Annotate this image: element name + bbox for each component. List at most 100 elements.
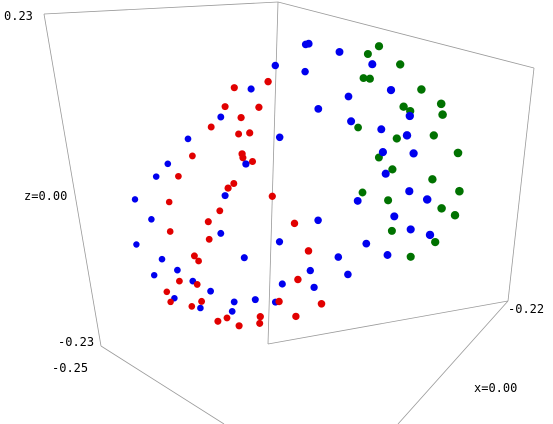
- point-green-13: [399, 102, 408, 111]
- point-red-39: [317, 300, 326, 308]
- box-edge-7: [267, 300, 509, 345]
- point-red-31: [190, 252, 198, 260]
- point-red-21: [165, 198, 173, 206]
- point-green-5: [455, 186, 464, 196]
- point-blue-42: [377, 125, 386, 134]
- box-edge-1: [277, 1, 535, 69]
- point-green-4: [453, 148, 463, 158]
- point-red-2: [246, 129, 254, 137]
- tick-y-left: -0.25: [52, 361, 88, 375]
- point-green-10: [384, 196, 393, 205]
- point-blue-44: [353, 196, 362, 205]
- point-blue-0: [304, 39, 313, 48]
- point-blue-13: [230, 298, 238, 306]
- point-blue-7: [390, 212, 399, 221]
- point-blue-37: [133, 241, 140, 248]
- point-blue-40: [301, 67, 309, 76]
- point-red-30: [204, 218, 212, 226]
- point-red-35: [188, 303, 196, 310]
- point-green-16: [359, 74, 368, 83]
- point-blue-41: [344, 92, 353, 101]
- point-red-19: [235, 130, 243, 138]
- point-green-1: [396, 60, 405, 69]
- box-edge-2: [43, 13, 102, 347]
- point-blue-45: [314, 216, 322, 225]
- point-blue-51: [275, 133, 284, 142]
- point-blue-43: [381, 169, 390, 178]
- point-blue-17: [158, 255, 166, 263]
- point-red-8: [193, 280, 201, 288]
- box-edge-6: [267, 1, 279, 345]
- point-blue-2: [368, 60, 377, 69]
- point-blue-31: [310, 283, 318, 292]
- point-blue-36: [150, 271, 158, 279]
- point-red-25: [221, 103, 229, 111]
- point-blue-6: [405, 187, 414, 196]
- point-red-29: [224, 184, 232, 192]
- point-red-18: [248, 157, 257, 166]
- point-red-10: [214, 317, 222, 325]
- point-blue-30: [344, 270, 352, 279]
- point-red-4: [230, 180, 238, 187]
- point-green-23: [354, 123, 362, 132]
- box-edge-0: [43, 1, 279, 15]
- point-red-33: [163, 288, 171, 296]
- point-red-6: [205, 235, 213, 243]
- point-red-16: [290, 219, 299, 228]
- point-blue-48: [217, 229, 225, 237]
- point-red-24: [207, 123, 215, 131]
- point-red-17: [268, 192, 276, 200]
- point-red-37: [256, 319, 264, 327]
- point-green-17: [428, 175, 437, 184]
- point-green-24: [436, 99, 446, 109]
- tick-z-mid: z=0.00: [24, 189, 67, 203]
- point-blue-39: [164, 160, 172, 168]
- box-edge-4: [507, 67, 535, 302]
- box-edge-3: [100, 345, 225, 424]
- point-blue-50: [242, 160, 250, 168]
- point-red-1: [255, 103, 263, 111]
- point-blue-14: [207, 287, 214, 295]
- point-red-38: [292, 312, 300, 321]
- point-red-9: [198, 297, 206, 305]
- point-blue-26: [422, 195, 432, 204]
- point-red-28: [238, 150, 246, 158]
- point-blue-9: [334, 253, 343, 261]
- point-green-8: [406, 252, 415, 261]
- point-green-3: [438, 110, 447, 119]
- tick-z-bottom: -0.23: [58, 335, 94, 349]
- point-blue-16: [174, 266, 181, 274]
- point-red-12: [256, 313, 264, 321]
- point-blue-19: [152, 173, 160, 180]
- point-blue-53: [347, 117, 356, 126]
- point-red-27: [237, 113, 245, 122]
- point-green-14: [365, 74, 374, 83]
- point-blue-25: [402, 131, 412, 140]
- point-green-19: [437, 204, 446, 213]
- point-blue-11: [278, 280, 286, 288]
- point-green-18: [429, 131, 438, 140]
- point-blue-10: [306, 266, 314, 275]
- point-blue-34: [197, 304, 204, 312]
- point-red-13: [275, 297, 283, 306]
- point-blue-1: [335, 47, 344, 56]
- point-blue-28: [406, 225, 415, 234]
- tick-x-right: -0.22: [508, 302, 544, 316]
- point-green-0: [374, 42, 384, 51]
- point-blue-49: [221, 192, 229, 200]
- point-red-34: [167, 298, 174, 306]
- point-red-36: [223, 314, 231, 322]
- point-blue-5: [409, 149, 418, 158]
- point-red-15: [304, 247, 313, 255]
- point-blue-4: [405, 111, 414, 121]
- point-blue-20: [184, 135, 192, 143]
- point-green-11: [388, 165, 397, 174]
- point-blue-29: [383, 251, 392, 259]
- point-red-26: [230, 84, 238, 92]
- point-red-20: [166, 228, 174, 235]
- point-blue-54: [378, 148, 387, 157]
- point-blue-21: [217, 113, 225, 121]
- point-blue-52: [314, 104, 323, 113]
- points-layer: [131, 39, 464, 330]
